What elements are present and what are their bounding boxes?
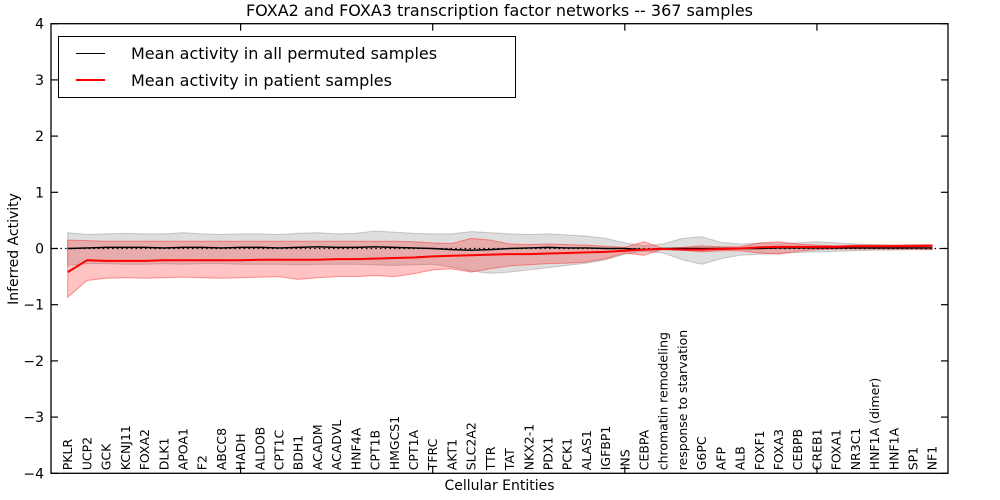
y-axis-label: Inferred Activity: [6, 193, 22, 305]
x-tick-label: TFRC: [425, 438, 440, 471]
x-tick-label: INS: [617, 449, 632, 470]
x-tick-label: TTR: [483, 446, 498, 471]
x-tick-label: HNF1A: [886, 427, 901, 470]
x-tick-label: ALAS1: [579, 430, 594, 470]
patient-samples-band: [67, 237, 933, 299]
y-tick-label: 1: [35, 185, 44, 201]
x-tick-label: F2: [195, 455, 210, 470]
y-tick-label: −2: [23, 354, 44, 370]
y-tick-label: 0: [35, 242, 44, 258]
x-tick-label: ALDOB: [252, 427, 267, 471]
x-tick-label: G6PC: [694, 436, 709, 470]
chart-title: FOXA2 and FOXA3 transcription factor net…: [245, 1, 754, 20]
x-tick-label: PCK1: [560, 438, 575, 470]
y-tick-label: −4: [23, 466, 44, 482]
x-tick-label: SLC2A2: [464, 422, 479, 470]
x-tick-label: HMGCS1: [387, 416, 402, 471]
x-tick-label: FOXA2: [137, 429, 152, 470]
x-tick-label: IGFBP1: [598, 426, 613, 471]
y-tick-label: −3: [23, 410, 44, 426]
x-tick-label: NF1: [925, 446, 940, 471]
x-tick-label: ALB: [733, 446, 748, 470]
permuted-samples-band: [67, 230, 933, 274]
x-tick-label: AKT1: [444, 439, 459, 470]
x-tick-label: CEBPB: [790, 429, 805, 470]
patient-line-icon: [76, 79, 105, 82]
legend-item-permuted: Mean activity in all permuted samples: [76, 44, 515, 63]
x-tick-label: SP1: [905, 447, 920, 470]
x-tick-label: NR3C1: [848, 428, 863, 471]
x-tick-label: CPT1B: [368, 430, 383, 470]
x-tick-label: KCNJ11: [118, 425, 133, 470]
x-tick-label: UCP2: [79, 437, 94, 470]
x-axis-label: Cellular Entities: [444, 478, 555, 494]
legend-item-patient: Mean activity in patient samples: [76, 71, 515, 90]
y-tick-label: 3: [35, 73, 44, 89]
x-tick-label: APOA1: [175, 428, 190, 470]
x-tick-label: BDH1: [291, 435, 306, 471]
legend-label-permuted: Mean activity in all permuted samples: [131, 44, 438, 64]
y-tick-label: 4: [35, 17, 44, 33]
x-tick-label: FOXA3: [771, 429, 786, 470]
x-tick-label: HNF4A: [348, 427, 363, 470]
x-tick-label: ACADVL: [329, 420, 344, 471]
x-tick-label: CREB1: [809, 428, 824, 470]
x-tick-label: HADH: [233, 433, 248, 470]
permuted-mean-line: [67, 246, 933, 251]
x-tick-label: GCK: [99, 443, 114, 470]
legend: Mean activity in all permuted samples Me…: [58, 36, 516, 98]
x-tick-label: ABCC8: [214, 428, 229, 470]
legend-label-patient: Mean activity in patient samples: [131, 70, 392, 90]
y-tick-label: −1: [23, 298, 44, 314]
permuted-line-icon: [76, 53, 105, 55]
patient-mean-line: [67, 244, 933, 273]
x-tick-label: HNF1A (dimer): [867, 378, 882, 471]
x-tick-label: PKLR: [60, 439, 75, 471]
x-tick-label: CEBPA: [637, 429, 652, 470]
x-tick-label: NKX2-1: [521, 424, 536, 471]
x-tick-label: response to starvation: [675, 330, 690, 471]
x-tick-label: CPT1C: [272, 429, 287, 470]
x-tick-label: DLK1: [156, 438, 171, 471]
x-tick-label: chromatin remodeling: [656, 332, 671, 470]
y-tick-label: 2: [35, 129, 44, 145]
x-tick-label: FOXA1: [829, 429, 844, 470]
x-tick-label: CPT1A: [406, 429, 421, 470]
x-tick-label: TAT: [502, 448, 517, 471]
x-tick-label: ACADM: [310, 424, 325, 470]
x-tick-label: FOXF1: [752, 430, 767, 470]
x-tick-label: PDX1: [540, 437, 555, 471]
x-tick-label: AFP: [713, 447, 728, 471]
